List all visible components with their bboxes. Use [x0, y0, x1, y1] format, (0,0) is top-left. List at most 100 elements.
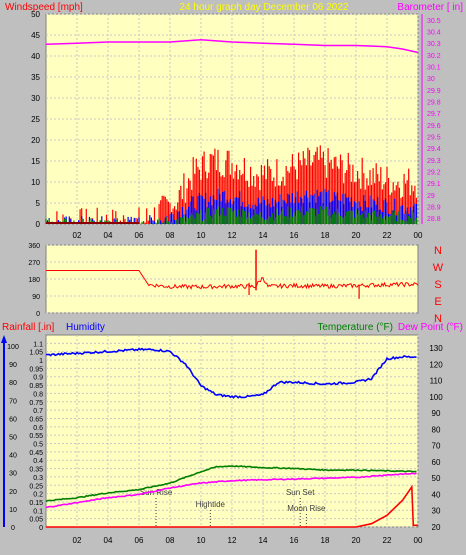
- humidity-x-tick: 06: [135, 536, 144, 545]
- humidity-y-tick: 70: [9, 398, 17, 405]
- rainfall-label: Rainfall [.in]: [2, 322, 54, 333]
- wind-x-tick: 18: [321, 231, 330, 240]
- humidity-x-tick: 02: [73, 536, 82, 545]
- wind-y-tick: 50: [31, 10, 40, 19]
- direction-y-tick: 90: [32, 294, 40, 301]
- wind-y-tick: 5: [36, 199, 41, 208]
- humidity-y-tick: 80: [9, 380, 17, 387]
- rainfall-y-tick: 0.5: [33, 442, 43, 449]
- temperature-y-tick: 90: [432, 409, 441, 418]
- barometer-y-tick: 29.4: [427, 146, 441, 153]
- barometer-y-tick: 29.1: [427, 181, 441, 188]
- humidity-x-tick: 14: [259, 536, 268, 545]
- wind-x-tick: 08: [166, 231, 175, 240]
- rainfall-y-tick: 0.55: [29, 433, 43, 440]
- temperature-y-tick: 100: [429, 393, 443, 402]
- wind-y-tick: 20: [31, 136, 40, 145]
- humidity-x-tick: 22: [383, 536, 392, 545]
- rainfall-y-tick: 0.7: [33, 408, 43, 415]
- humidity-x-tick: 16: [290, 536, 299, 545]
- humidity-y-tick: 30: [9, 471, 17, 478]
- direction-series: [46, 270, 419, 290]
- rainfall-y-tick: 0.25: [29, 483, 43, 490]
- wind-max-series: [46, 145, 418, 224]
- barometer-label: Barometer [ in]: [397, 2, 463, 13]
- rainfall-y-tick: 0.3: [33, 475, 43, 482]
- humidity-y-tick: 50: [9, 435, 17, 442]
- wind-x-tick: 04: [104, 231, 113, 240]
- rainfall-y-tick: 0.75: [29, 400, 43, 407]
- barometer-y-tick: 30.4: [427, 30, 441, 37]
- barometer-y-tick: 30: [427, 76, 435, 83]
- barometer-y-tick: 29.2: [427, 170, 441, 177]
- humidity-x-tick: 08: [166, 536, 175, 545]
- humidity-y-tick: 100: [7, 344, 19, 351]
- rainfall-y-tick: 0.6: [33, 425, 43, 432]
- wind-y-tick: 45: [31, 31, 40, 40]
- temperature-y-tick: 110: [430, 377, 443, 386]
- wind-x-tick: 16: [290, 231, 299, 240]
- rainfall-y-tick: 0.15: [29, 500, 43, 507]
- rainfall-y-tick: 0.45: [29, 450, 43, 457]
- rainfall-y-tick: 1: [39, 358, 43, 365]
- wind-x-tick: 14: [259, 231, 268, 240]
- dewpoint-series: [45, 472, 417, 509]
- wind-x-tick: 20: [352, 231, 361, 240]
- temperature-y-tick: 70: [432, 442, 441, 451]
- rainfall-y-tick: 0.2: [33, 492, 43, 499]
- temperature-y-tick: 130: [429, 344, 443, 353]
- wind-y-tick: 0: [36, 220, 41, 229]
- direction-y-tick: 180: [28, 277, 40, 284]
- temperature-y-tick: 60: [432, 458, 441, 467]
- windspeed-label: Windspeed [mph]: [5, 2, 83, 13]
- dewpoint-label: Dew Point (°F): [398, 322, 463, 333]
- barometer-y-tick: 28.8: [427, 216, 441, 223]
- wind-x-tick: 12: [228, 231, 237, 240]
- compass-label: S: [434, 279, 441, 291]
- rainfall-y-tick: 0.85: [29, 383, 43, 390]
- humidity-x-tick: 04: [104, 536, 113, 545]
- barometer-y-tick: 30.5: [427, 18, 441, 25]
- temperature-y-tick: 20: [432, 523, 441, 532]
- compass-label: W: [433, 262, 444, 274]
- humidity-x-tick: 20: [352, 536, 361, 545]
- rainfall-y-tick: 0.05: [29, 517, 43, 524]
- event-label: Sun Rise: [140, 488, 173, 497]
- rainfall-y-tick: 0.8: [33, 391, 43, 398]
- barometer-series: [45, 38, 419, 54]
- barometer-y-tick: 28.9: [427, 205, 441, 212]
- temperature-label: Temperature (°F): [317, 322, 393, 333]
- wind-x-tick: 22: [383, 231, 392, 240]
- wind-x-tick: 02: [73, 231, 82, 240]
- wind-x-tick: 06: [135, 231, 144, 240]
- wind-y-tick: 15: [31, 157, 40, 166]
- rainfall-series: [46, 484, 418, 528]
- humidity-series: [45, 347, 417, 399]
- humidity-y-tick: 40: [9, 453, 17, 460]
- barometer-y-tick: 29: [427, 193, 435, 200]
- barometer-y-tick: 29.7: [427, 111, 441, 118]
- humidity-y-tick: 90: [9, 362, 17, 369]
- direction-y-tick: 360: [28, 243, 40, 250]
- wind-x-tick: 00: [414, 231, 423, 240]
- rainfall-y-tick: 0.1: [33, 508, 43, 515]
- direction-y-tick: 0: [36, 311, 40, 318]
- temperature-y-tick: 120: [429, 360, 443, 369]
- temperature-series: [45, 465, 417, 503]
- rainfall-y-tick: 0.9: [33, 375, 43, 382]
- wind-y-tick: 25: [31, 115, 40, 124]
- wind-y-tick: 35: [31, 73, 40, 82]
- barometer-y-tick: 29.8: [427, 100, 441, 107]
- humidity-x-tick: 10: [197, 536, 206, 545]
- wind-y-tick: 40: [31, 52, 40, 61]
- humidity-x-tick: 12: [228, 536, 237, 545]
- chart-title: 24 hour graph day December 06 2022: [179, 2, 348, 13]
- wind-y-tick: 30: [31, 94, 40, 103]
- compass-label: E: [434, 296, 441, 308]
- wind-x-tick: 10: [197, 231, 206, 240]
- barometer-y-tick: 29.6: [427, 123, 441, 130]
- humidity-axis-arrow: [1, 335, 7, 343]
- rainfall-y-tick: 1.1: [33, 341, 43, 348]
- barometer-y-tick: 30.1: [427, 65, 441, 72]
